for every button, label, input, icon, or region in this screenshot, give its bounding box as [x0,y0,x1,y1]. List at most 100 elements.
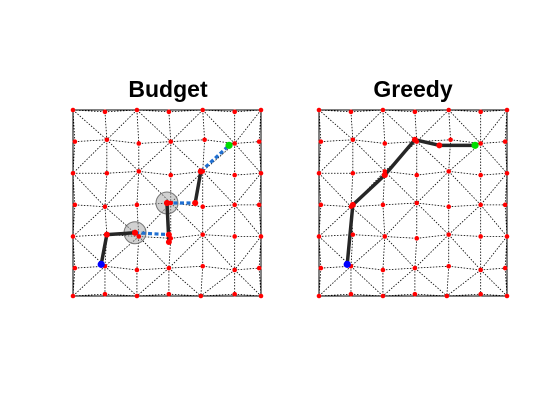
mesh-edge [234,293,262,297]
mesh-edge [318,204,322,237]
start-node [97,260,105,268]
graph-node [414,236,420,241]
path-vertex [132,229,139,236]
mesh-edge [384,170,417,176]
graph-node [318,202,324,208]
mesh-edge [104,234,108,267]
graph-node [134,202,140,208]
graph-node [102,204,108,210]
mesh-edge [202,204,235,235]
mesh-edge [234,204,262,237]
mesh-edge [136,109,140,144]
graph-node [446,263,452,269]
graph-node [70,234,76,239]
graph-node [166,109,172,115]
graph-node [380,202,386,208]
mesh-edge [350,293,383,297]
graph-node [136,169,142,174]
graph-node [256,265,262,271]
mesh-edge [446,269,481,297]
budget-panel: Budget [70,76,264,299]
mesh-edge [106,139,139,144]
graph-node [478,291,483,297]
mesh-edge [138,170,171,176]
mesh-edge [480,109,508,113]
mesh-edge [234,172,262,176]
path-vertex [197,168,204,175]
mesh-edge [318,109,322,142]
mesh-edge [350,111,354,140]
graph-node [478,234,483,239]
mesh-edge [138,236,170,269]
greedy-panel: Greedy [316,76,510,299]
mesh-edge [104,206,108,235]
mesh-edge [448,234,481,237]
mesh-edge [258,236,262,269]
graph-node [446,204,452,210]
graph-node [70,293,76,299]
mesh-edge [414,267,448,297]
path-vertex [103,231,110,238]
graph-node [316,234,322,239]
mesh-edge [258,173,262,205]
mesh-edge [382,109,418,142]
mesh-edge [446,293,481,297]
mesh-edge [138,171,172,204]
mesh-edge [382,236,386,270]
graph-node [382,234,388,239]
path-vertex [164,200,170,206]
planned-path-dashed [199,144,231,173]
mesh-edge [382,202,417,206]
mesh-edge [170,202,203,208]
mesh-edge [234,109,262,113]
graph-node [478,267,483,273]
graph-node [258,170,264,176]
graph-node [136,141,142,146]
mesh-edge [384,141,417,144]
graph-node [102,109,108,115]
mesh-edge [352,139,386,172]
mesh-edge [504,204,508,237]
mesh-edge [382,293,415,297]
mesh-edge [106,139,140,172]
mesh-edge [136,267,170,297]
graph-node [256,139,262,144]
graph-node [232,234,237,239]
graph-node [72,265,78,271]
mesh-edge [352,234,385,237]
mesh-edge [168,238,172,269]
path-vertex [411,136,418,143]
mesh-edge [170,139,205,143]
mesh-edge [416,202,450,235]
mesh-edge [234,143,262,174]
mesh-edge [72,172,106,207]
mesh-edge [416,171,450,204]
mesh-edge [136,109,172,142]
mesh-edge [106,234,139,237]
mesh-edge [104,109,137,113]
mesh-edge [480,141,506,144]
mesh-edge [168,111,172,142]
traversed-path [193,171,203,204]
mesh-edge [202,234,235,271]
mesh-edge [234,109,262,144]
mesh-edge [318,172,352,207]
plot-frame [318,109,508,297]
mesh-edge [350,236,386,267]
mesh-edge [202,204,235,208]
mesh-edge [318,236,322,269]
mesh-edge [448,139,451,172]
graph-node [134,267,140,273]
mesh-edge [480,172,508,206]
mesh-edge [350,109,383,113]
mesh-edge [72,265,106,297]
graph-node [350,137,356,143]
mesh-edge [234,267,260,271]
graph-node [70,170,76,176]
mesh-edge [104,204,137,208]
mesh-edge [448,204,481,208]
mesh-edge [136,267,169,271]
mesh-edge [448,109,451,140]
mesh-edge [350,234,354,267]
mesh-edge [480,143,508,174]
